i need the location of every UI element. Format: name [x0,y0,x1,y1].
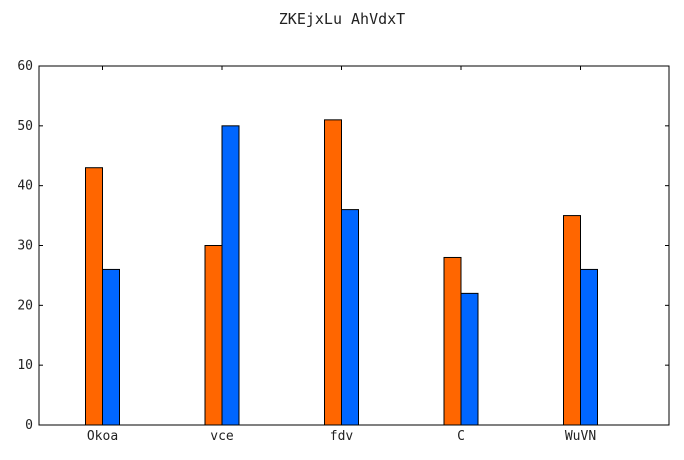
x-tick-label-wuvn: WuVN [565,429,596,444]
bar-vce-series-2 [221,125,240,426]
bar-vce-series-1 [204,245,223,426]
y-tick-label-10: 10 [17,358,33,373]
bar-c-series-1 [443,256,462,426]
x-tick-label-fdv: fdv [330,429,354,444]
y-tick-label-60: 60 [17,59,33,74]
axis-layer: 0 10 20 30 40 50 60 Okoa vce fdv C WuVN [17,59,670,444]
bar-okoa-series-1 [85,167,103,426]
y-tick-label-50: 50 [17,119,33,134]
bar-wuvn-series-1 [563,215,581,426]
bars-layer [85,119,598,426]
y-tick-label-30: 30 [17,239,33,254]
x-tick-label-c: C [457,429,465,444]
bar-okoa-series-2 [102,268,120,426]
bar-wuvn-series-2 [580,268,598,426]
x-tick-label-okoa: Okoa [87,429,118,444]
bar-c-series-2 [460,292,479,426]
x-tick-label-vce: vce [210,429,234,444]
bar-fdv-series-1 [324,119,342,426]
y-tick-label-20: 20 [17,298,33,313]
bar-fdv-series-2 [341,209,359,426]
y-tick-label-40: 40 [17,179,33,194]
chart-title: ZKEjxLu AhVdxT [278,10,406,28]
y-tick-label-0: 0 [25,418,33,433]
